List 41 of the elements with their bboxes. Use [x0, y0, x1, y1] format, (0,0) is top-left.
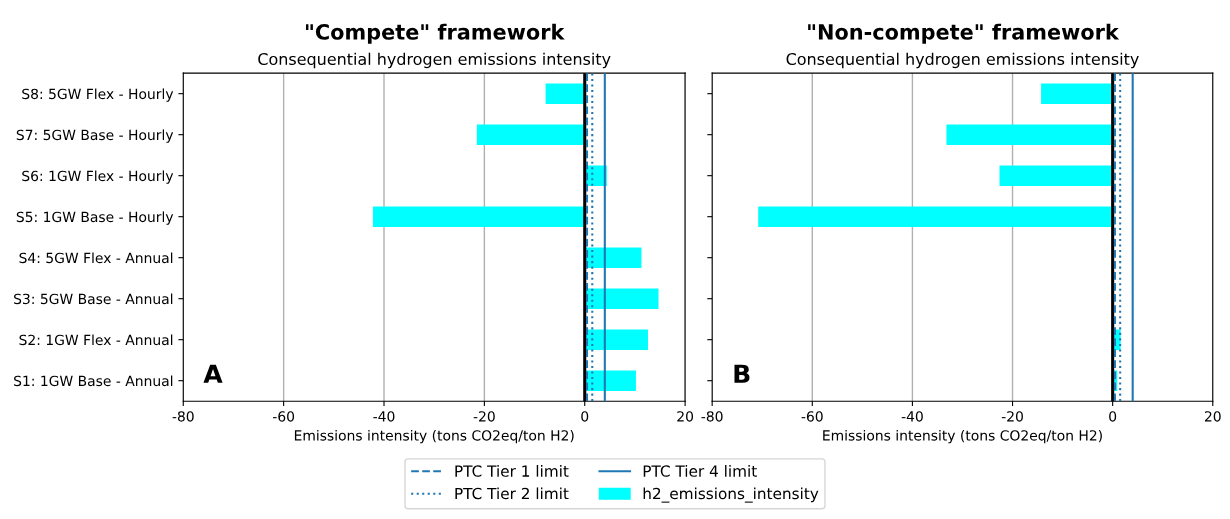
- bar: [999, 165, 1113, 186]
- x-tick-label: 20: [677, 411, 694, 422]
- x-tick-label: 0: [581, 411, 589, 422]
- y-tick-label: S2: 1GW Flex - Annual: [19, 334, 173, 346]
- bar: [1041, 83, 1113, 104]
- x-tick-label: -80: [172, 411, 194, 422]
- x-axis-title: Emissions intensity (tons CO2eq/ton H2): [294, 429, 574, 444]
- y-tick-label: S3: 5GW Base - Annual: [14, 293, 173, 305]
- legend-label: PTC Tier 2 limit: [455, 487, 569, 500]
- legend-label: h2_emissions_intensity: [643, 487, 819, 503]
- bar: [946, 124, 1113, 145]
- y-tick-label: S1: 1GW Base - Annual: [14, 375, 173, 387]
- legend-label: PTC Tier 4 limit: [643, 465, 757, 477]
- x-tick-label: -60: [801, 411, 823, 422]
- x-tick-label: -80: [701, 411, 723, 422]
- bar: [372, 206, 585, 227]
- y-tick-label: S6: 1GW Flex - Hourly: [22, 170, 174, 184]
- y-tick-label: S5: 1GW Base - Hourly: [16, 211, 174, 225]
- annotation: A: [203, 364, 223, 383]
- bar: [584, 247, 642, 268]
- chart-subtitle: Consequential hydrogen emissions intensity: [258, 52, 611, 69]
- chart-subtitle: Consequential hydrogen emissions intensity: [786, 52, 1139, 69]
- legend-label: PTC Tier 1 limit: [455, 465, 569, 477]
- x-tick-label: 0: [1109, 411, 1117, 422]
- annotation: B: [734, 364, 750, 383]
- chart-title: "Compete" framework: [306, 23, 565, 44]
- x-tick-label: -20: [1001, 411, 1023, 422]
- x-tick-label: -20: [473, 411, 495, 422]
- bar: [584, 329, 648, 350]
- bar: [758, 206, 1113, 227]
- x-tick-label: -40: [373, 411, 395, 422]
- x-tick-label: -60: [272, 411, 295, 422]
- y-tick-label: S4: 5GW Flex - Annual: [19, 252, 173, 264]
- y-tick-label: S8: 5GW Flex - Hourly: [22, 88, 174, 102]
- chart-title: "Non-compete" framework: [808, 23, 1120, 44]
- x-tick-label: 20: [1204, 411, 1221, 422]
- y-tick-label: S7: 5GW Base - Hourly: [16, 129, 174, 143]
- x-axis-title: Emissions intensity (tons CO2eq/ton H2): [823, 429, 1102, 444]
- bar: [545, 83, 585, 104]
- x-tick-label: -40: [901, 411, 923, 422]
- bar: [476, 124, 585, 145]
